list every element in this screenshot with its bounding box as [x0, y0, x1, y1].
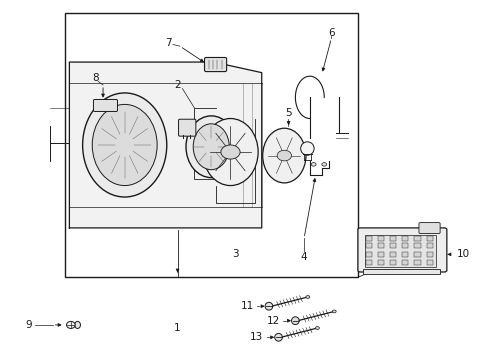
Text: 11: 11: [240, 301, 254, 311]
Bar: [362, 269, 439, 275]
Bar: [377, 260, 383, 265]
Text: 12: 12: [267, 316, 280, 326]
Bar: [377, 243, 383, 248]
Bar: [389, 243, 395, 248]
Text: 8: 8: [92, 73, 99, 83]
Ellipse shape: [193, 124, 229, 170]
Bar: [426, 243, 432, 248]
Bar: [401, 260, 408, 265]
Text: 3: 3: [231, 249, 238, 259]
Ellipse shape: [300, 142, 314, 155]
Bar: [426, 260, 432, 265]
Polygon shape: [69, 62, 261, 228]
Text: 5: 5: [284, 108, 291, 118]
Ellipse shape: [202, 119, 257, 186]
FancyBboxPatch shape: [418, 223, 439, 233]
Bar: [426, 252, 432, 257]
FancyBboxPatch shape: [93, 100, 117, 111]
Bar: [389, 236, 395, 241]
Ellipse shape: [265, 302, 272, 310]
Bar: [426, 236, 432, 241]
Bar: [414, 243, 420, 248]
Text: 6: 6: [328, 28, 334, 38]
Bar: [389, 252, 395, 257]
Bar: [377, 252, 383, 257]
Bar: [389, 260, 395, 265]
FancyBboxPatch shape: [178, 119, 196, 136]
Ellipse shape: [66, 321, 75, 328]
Bar: [414, 236, 420, 241]
Text: 9: 9: [25, 320, 32, 330]
FancyBboxPatch shape: [357, 228, 446, 272]
Text: 2: 2: [174, 80, 181, 90]
Text: 4: 4: [300, 252, 307, 262]
Text: 7: 7: [165, 38, 171, 48]
Ellipse shape: [92, 104, 157, 186]
Ellipse shape: [82, 93, 166, 197]
Text: 1: 1: [174, 323, 181, 333]
Bar: [401, 252, 408, 257]
Bar: [365, 252, 371, 257]
Circle shape: [315, 327, 318, 330]
Bar: [64, 12, 357, 277]
Text: 10: 10: [456, 249, 469, 259]
Ellipse shape: [75, 321, 80, 328]
Text: 13: 13: [250, 332, 263, 342]
Ellipse shape: [274, 333, 282, 341]
Bar: [365, 243, 371, 248]
Circle shape: [305, 296, 309, 298]
Circle shape: [220, 145, 240, 159]
Ellipse shape: [291, 317, 299, 325]
Circle shape: [311, 163, 316, 166]
Bar: [401, 236, 408, 241]
Ellipse shape: [262, 128, 305, 183]
Bar: [414, 252, 420, 257]
Circle shape: [276, 150, 291, 161]
Ellipse shape: [186, 116, 236, 178]
Bar: [401, 243, 408, 248]
Circle shape: [332, 310, 335, 313]
Circle shape: [321, 163, 326, 166]
Bar: [364, 235, 435, 267]
Bar: [365, 236, 371, 241]
Bar: [377, 236, 383, 241]
FancyBboxPatch shape: [204, 57, 226, 72]
Bar: [365, 260, 371, 265]
Bar: [414, 260, 420, 265]
